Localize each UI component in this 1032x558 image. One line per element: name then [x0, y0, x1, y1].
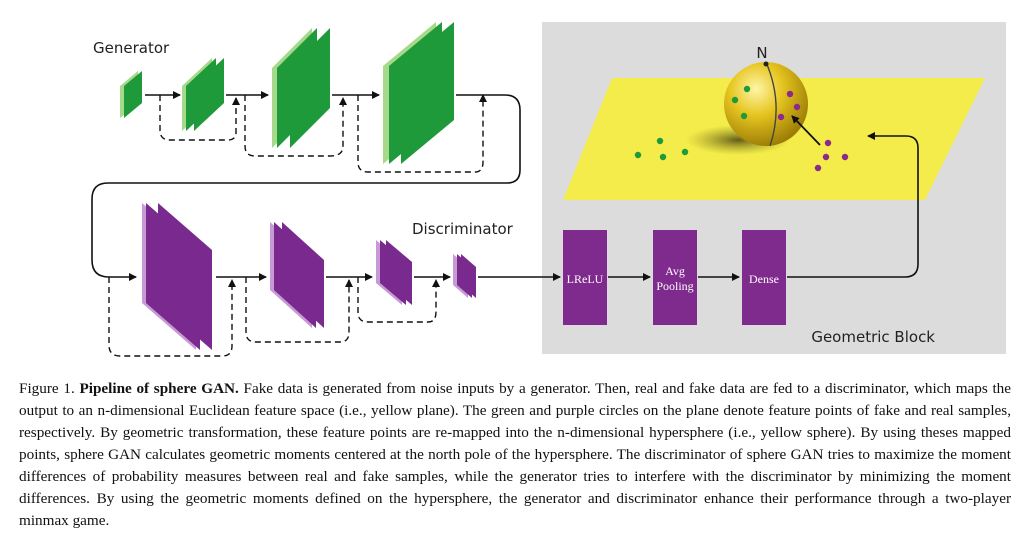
sphere-real-point	[786, 90, 794, 98]
sphere-real-point	[793, 103, 801, 111]
plane-fake-point	[659, 153, 667, 161]
plane-fake-point	[634, 151, 642, 159]
gen-skip	[357, 94, 487, 173]
plane-real-point	[822, 153, 830, 161]
gen-to-disc-connector	[91, 94, 521, 281]
dense-block	[742, 230, 786, 325]
generator-label: Generator	[93, 39, 170, 57]
disc-skip	[245, 277, 353, 343]
generator-network	[120, 22, 454, 164]
pipeline-figure: N LReLU Avg Pooling Dense Geometric Bloc…	[91, 22, 1006, 357]
caption-body: Fake data is generated from noise inputs…	[19, 380, 1012, 529]
lrelu-label: LReLU	[567, 272, 604, 286]
north-pole-dot	[763, 61, 769, 67]
gen-skip	[159, 95, 240, 141]
plane-real-point	[841, 153, 849, 161]
plane-real-point	[824, 139, 832, 147]
avg-pooling-block	[653, 230, 697, 325]
lrelu-block	[563, 230, 607, 325]
disc-skip	[357, 277, 440, 323]
caption-title: Pipeline of sphere GAN.	[79, 380, 239, 397]
sphere-fake-point	[740, 112, 748, 120]
figure-caption: Figure 1. Pipeline of sphere GAN. Fake d…	[19, 378, 1011, 532]
sphere-fake-point	[743, 85, 751, 93]
sphere-real-point	[777, 113, 785, 121]
hypersphere	[724, 62, 808, 146]
discriminator-network	[142, 203, 476, 350]
plane-fake-point	[681, 148, 689, 156]
dense-label: Dense	[749, 272, 779, 286]
gen-skip	[244, 95, 347, 157]
disc-skip	[108, 277, 236, 357]
plane-real-point	[814, 164, 822, 172]
sphere-meridian	[765, 61, 777, 147]
pooling-label: Pooling	[656, 279, 693, 293]
geometric-block-label: Geometric Block	[811, 328, 935, 346]
discriminator-label: Discriminator	[412, 220, 514, 238]
north-label: N	[756, 44, 767, 62]
caption-prefix: Figure 1.	[19, 380, 80, 397]
dense-to-plane-arrow	[787, 132, 919, 278]
mapping-arrow	[791, 115, 821, 146]
sphere-fake-point	[731, 96, 739, 104]
avg-label: Avg	[665, 264, 685, 278]
plane-fake-point	[656, 137, 664, 145]
